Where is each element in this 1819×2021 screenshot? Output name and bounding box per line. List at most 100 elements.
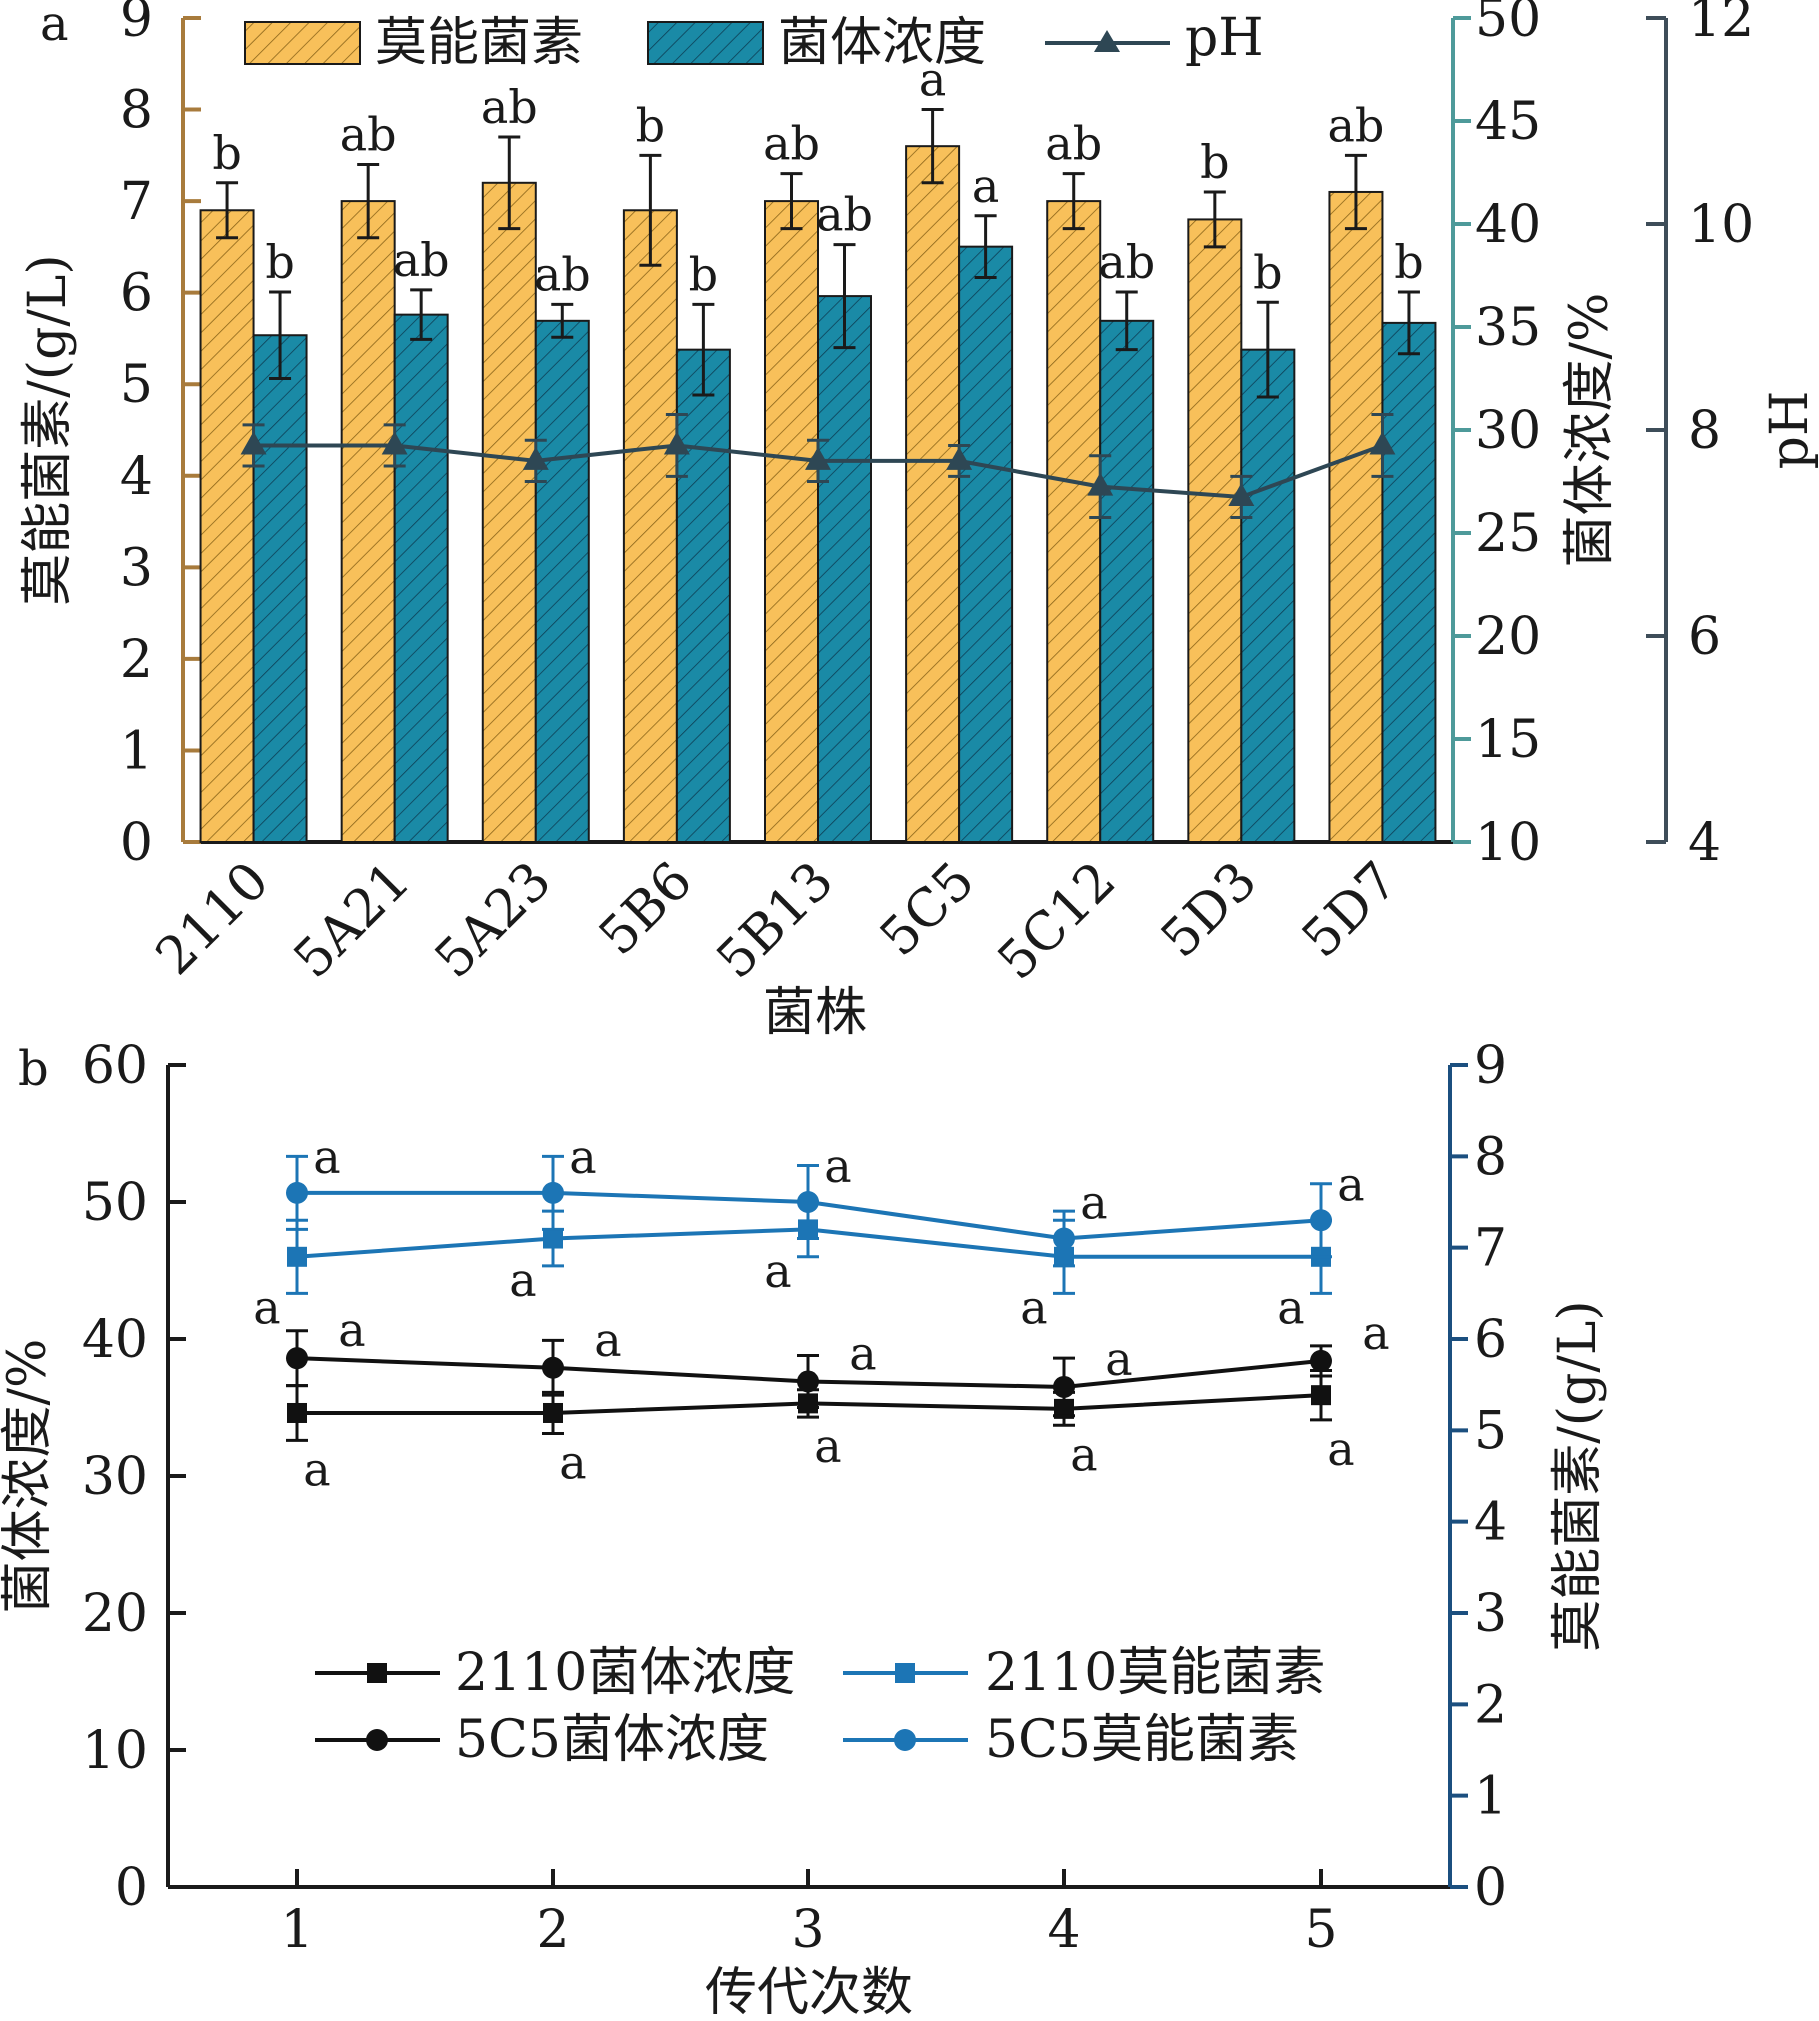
legend-item-5c5-monensin: 5C5莫能菌素 (843, 1710, 1299, 1770)
ph-marker (240, 431, 267, 455)
b-sig-letter: a (764, 1244, 791, 1298)
panel-a-ph-line (240, 413, 1396, 520)
legend-label-2110-biomass: 2110菌体浓度 (455, 1643, 795, 1703)
legend-item-2110-biomass: 2110菌体浓度 (315, 1643, 795, 1703)
b-left-tick-label: 50 (82, 1173, 148, 1233)
bar-biomass (958, 245, 1014, 844)
right1-tick-label: 45 (1475, 92, 1541, 152)
panel-b-series: a a a a aa a a a aaa aa aa a aa a (253, 1130, 1389, 1497)
x-tick-label: 5D3 (1150, 851, 1269, 970)
right1-tick-label: 30 (1475, 401, 1541, 461)
bar-monensin (199, 209, 255, 843)
b-sig-letter: a (824, 1139, 851, 1193)
b-sig-letter: a (1277, 1280, 1304, 1334)
b-marker-circle (1310, 1349, 1332, 1372)
b-marker-circle (542, 1181, 564, 1204)
right2-tick-label: 8 (1688, 401, 1721, 461)
panel-b-legend: 2110菌体浓度 5C5菌体浓度 2110莫能菌素 5C5莫能菌素 (315, 1643, 1325, 1770)
bar-biomass (252, 334, 308, 843)
ph-marker (1369, 431, 1396, 455)
left-tick-label: 6 (120, 264, 153, 324)
sig-letter-monensin: b (1200, 135, 1229, 189)
panel-b-left-ticks: 0 10 20 30 40 50 60 (82, 1036, 186, 1918)
sig-letter-biomass: b (1394, 235, 1423, 289)
right2-tick-label: 10 (1688, 195, 1754, 255)
bar-biomass (1099, 319, 1155, 843)
left-tick-label: 1 (120, 721, 153, 781)
legend-label-5c5-monensin: 5C5莫能菌素 (985, 1710, 1299, 1770)
b-sig-letter: a (1020, 1280, 1047, 1334)
b-sig-letter: a (253, 1280, 280, 1334)
panel-a-right2-axis-title: pH (1760, 391, 1819, 470)
legend-swatch-biomass (647, 21, 764, 65)
b-sig-letter: a (313, 1130, 340, 1184)
legend-label-5c5-biomass: 5C5菌体浓度 (455, 1710, 769, 1770)
b-right-tick-label: 8 (1474, 1127, 1507, 1187)
bar-monensin (1187, 218, 1243, 843)
legend-label-ph: pH (1185, 8, 1264, 68)
legend-marker-ph (1094, 30, 1120, 52)
bar-biomass (393, 313, 449, 843)
sig-letter-biomass: ab (816, 188, 873, 242)
b-left-tick-label: 0 (115, 1858, 148, 1918)
ph-marker (381, 431, 408, 455)
ph-marker (522, 446, 549, 470)
sig-letter-biomass: ab (1098, 235, 1155, 289)
panel-b-left-axis-title: 菌体浓度/% (0, 1339, 58, 1614)
right1-tick-label: 35 (1475, 298, 1541, 358)
bar-biomass (534, 319, 590, 843)
b-left-tick-label: 20 (82, 1584, 148, 1644)
sig-letter-biomass: a (972, 159, 999, 213)
sig-letter-monensin: b (636, 98, 665, 152)
b-sig-letter: a (1362, 1306, 1389, 1360)
sig-letter-monensin: a (919, 53, 946, 107)
b-marker-square (1311, 1385, 1331, 1406)
panel-a-x-axis-title: 菌株 (763, 983, 867, 1043)
ph-marker (663, 431, 690, 455)
right1-tick-label: 50 (1475, 0, 1541, 49)
b-sig-letter: a (849, 1326, 876, 1380)
panel-b-x-ticks: 1 2 3 4 5 (280, 1869, 1338, 1960)
sig-letter-biomass: b (265, 235, 294, 289)
sig-letter-monensin: ab (763, 117, 820, 171)
panel-b-right-axis-title: 莫能菌素/(g/L) (1548, 1300, 1608, 1651)
b-right-tick-label: 2 (1474, 1675, 1507, 1735)
b-left-tick-label: 40 (82, 1310, 148, 1370)
sig-letter-monensin: ab (340, 107, 397, 161)
b-marker-square (287, 1246, 307, 1267)
left-tick-label: 8 (120, 81, 153, 141)
legend-marker-5c5-biomass (366, 1729, 388, 1751)
b-sig-letter: a (814, 1419, 841, 1473)
bar-monensin (340, 200, 396, 844)
b-x-tick-label: 2 (536, 1900, 569, 1960)
b-marker-circle (797, 1191, 819, 1213)
b-sig-letter: a (594, 1313, 621, 1367)
b-marker-circle (286, 1347, 308, 1370)
x-tick-label: 5D7 (1291, 851, 1410, 970)
b-marker-square (543, 1402, 563, 1423)
ph-marker (946, 446, 973, 470)
bar-monensin (1046, 200, 1102, 844)
sig-letter-biomass: b (689, 247, 718, 301)
sig-letter-biomass: ab (393, 233, 450, 287)
panel-b-right-ticks: 0 1 2 3 4 5 6 7 8 9 (1450, 1036, 1507, 1918)
b-sig-letter: a (1337, 1157, 1364, 1211)
bar-monensin (764, 200, 819, 844)
b-x-tick-label: 5 (1304, 1900, 1337, 1960)
b-marker-square (543, 1228, 563, 1249)
b-right-tick-label: 4 (1474, 1493, 1507, 1553)
bar-monensin (481, 181, 537, 844)
right1-tick-label: 20 (1475, 607, 1541, 667)
left-tick-label: 3 (120, 538, 153, 598)
b-marker-circle (286, 1181, 308, 1204)
legend-marker-2110-biomass (367, 1663, 387, 1683)
x-tick-label: 5A23 (424, 851, 563, 990)
legend-marker-5c5-monensin (894, 1729, 916, 1751)
right1-tick-label: 10 (1475, 813, 1541, 873)
legend-marker-2110-monensin (895, 1663, 915, 1683)
ph-marker (805, 446, 831, 470)
panel-a-right2-ticks: 4 6 8 10 12 (1646, 0, 1754, 873)
bar-biomass (675, 348, 731, 843)
